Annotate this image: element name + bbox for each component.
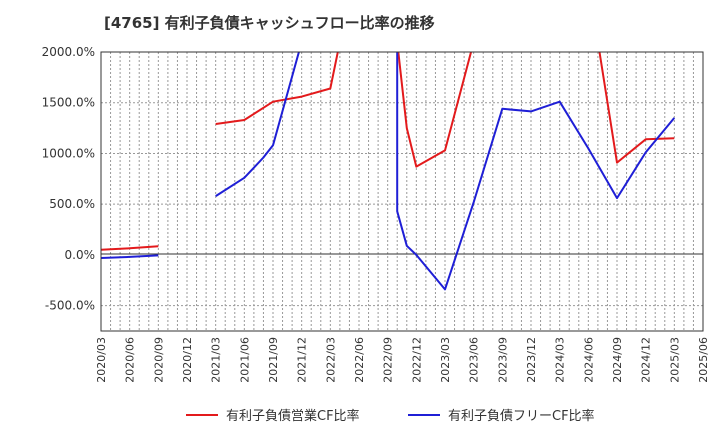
legend-label-operating-cf: 有利子負債営業CF比率: [226, 409, 360, 424]
x-tick-label: 2024/12: [640, 337, 653, 383]
x-tick-label: 2022/09: [382, 337, 395, 383]
y-tick-labels: -500.0% 0.0% 500.0% 1000.0% 1500.0% 2000.0%: [42, 45, 95, 313]
x-tick-label: 2023/06: [468, 337, 481, 383]
x-tick-label: 2021/06: [238, 337, 251, 383]
x-tick-label: 2021/12: [296, 337, 309, 383]
x-tick-label: 2025/03: [668, 337, 681, 383]
series-line-1-segment-3: [397, 52, 473, 168]
x-tick-label: 2024/03: [554, 337, 567, 383]
x-tick-label: 2022/06: [353, 337, 366, 383]
y-tick-label: 0.0%: [65, 248, 96, 262]
x-tick-label: 2020/03: [95, 337, 108, 383]
legend-item-free-cf: 有利子負債フリーCF比率: [408, 405, 595, 424]
y-tick-label: 500.0%: [49, 197, 95, 211]
x-tick-label: 2025/06: [697, 337, 710, 383]
x-tick-label: 2020/06: [124, 337, 137, 383]
legend-swatch-operating-cf: [186, 413, 218, 416]
x-tick-label: 2023/12: [525, 337, 538, 383]
plot-background: [101, 52, 703, 331]
x-gridlines: [110, 52, 694, 331]
series-line-1-segment-4: [598, 52, 675, 164]
legend-swatch-free-cf: [408, 413, 440, 416]
x-tick-label: 2020/09: [152, 337, 165, 383]
series-line-2-segment-1: [101, 254, 159, 259]
y-tick-label: 1500.0%: [42, 96, 95, 110]
y-tick-label: 2000.0%: [42, 45, 95, 59]
x-tick-label: 2023/09: [496, 337, 509, 383]
legend-item-operating-cf: 有利子負債営業CF比率: [186, 405, 360, 424]
series-layer: [101, 52, 676, 291]
plot-frame: [100, 51, 704, 332]
y-tick-label: 1000.0%: [42, 146, 95, 160]
x-tick-label: 2020/12: [181, 337, 194, 383]
x-tick-label: 2024/06: [582, 337, 595, 383]
x-tick-label: 2022/03: [324, 337, 337, 383]
chart-title: [4765] 有利子負債キャッシュフロー比率の推移: [104, 14, 435, 32]
series-line-1-segment-1: [101, 245, 159, 251]
series-line-2-segment-2: [215, 52, 300, 197]
series-line-2-segment-3: [396, 52, 676, 291]
x-tick-label: 2023/03: [439, 337, 452, 383]
x-tick-label: 2021/09: [267, 337, 280, 383]
x-tick-labels: 2020/03 2020/06 2020/09 2020/12 2021/03 2021/…: [95, 337, 710, 383]
x-tick-label: 2024/09: [611, 337, 624, 383]
series-line-1-segment-2: [215, 52, 339, 125]
x-tick-label: 2021/03: [210, 337, 223, 383]
legend-label-free-cf: 有利子負債フリーCF比率: [448, 409, 595, 424]
x-tick-label: 2022/12: [410, 337, 423, 383]
y-tick-label: -500.0%: [45, 299, 95, 313]
legend: 有利子負債営業CF比率 有利子負債フリーCF比率: [0, 405, 720, 427]
